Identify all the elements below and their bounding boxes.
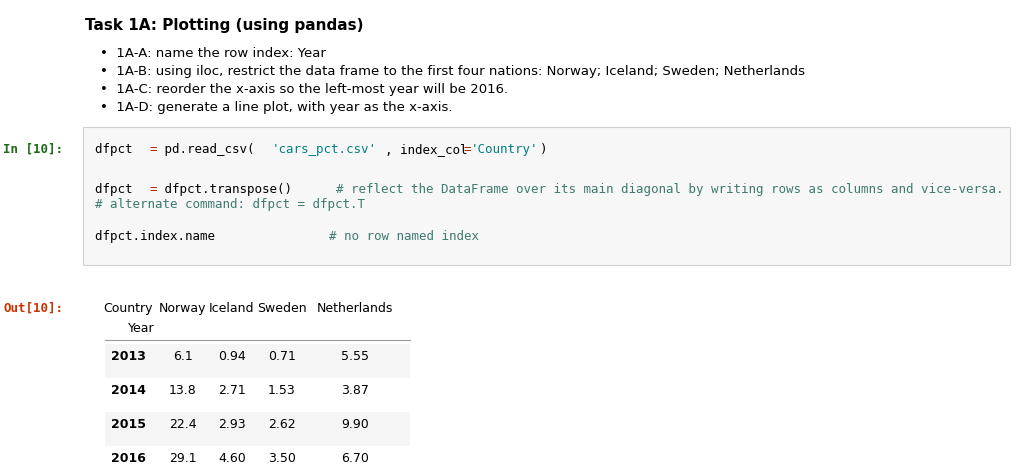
Text: 2.71: 2.71: [218, 384, 246, 397]
Text: 2014: 2014: [111, 384, 145, 397]
Text: Sweden: Sweden: [257, 302, 307, 315]
Text: 0.94: 0.94: [218, 350, 246, 363]
Text: dfpct.index.name: dfpct.index.name: [95, 230, 319, 243]
Text: 2.62: 2.62: [268, 418, 296, 431]
Text: =: =: [150, 183, 157, 196]
Text: # reflect the DataFrame over its main diagonal by writing rows as columns and vi: # reflect the DataFrame over its main di…: [336, 183, 1004, 196]
Text: 3.87: 3.87: [341, 384, 369, 397]
Text: 5.55: 5.55: [341, 350, 369, 363]
Text: 6.1: 6.1: [173, 350, 193, 363]
Text: dfpct: dfpct: [95, 143, 140, 156]
Text: 4.60: 4.60: [218, 452, 246, 465]
Text: , index_col: , index_col: [385, 143, 468, 156]
Text: 13.8: 13.8: [169, 384, 197, 397]
Text: Task 1A: Plotting (using pandas): Task 1A: Plotting (using pandas): [85, 18, 364, 33]
Text: 1.53: 1.53: [268, 384, 296, 397]
Text: dfpct: dfpct: [95, 183, 140, 196]
Text: 0.71: 0.71: [268, 350, 296, 363]
Text: Netherlands: Netherlands: [316, 302, 393, 315]
Text: In [10]:: In [10]:: [3, 143, 63, 156]
Text: 2015: 2015: [111, 418, 145, 431]
Text: # no row named index: # no row named index: [329, 230, 479, 243]
Text: Country: Country: [103, 302, 153, 315]
Text: =: =: [150, 143, 157, 156]
Text: •  1A-C: reorder the x-axis so the left-most year will be 2016.: • 1A-C: reorder the x-axis so the left-m…: [100, 83, 508, 96]
Text: 22.4: 22.4: [169, 418, 197, 431]
Text: •  1A-A: name the row index: Year: • 1A-A: name the row index: Year: [100, 47, 326, 60]
Text: Out[10]:: Out[10]:: [3, 302, 63, 315]
Text: 2.93: 2.93: [218, 418, 246, 431]
Text: ): ): [540, 143, 548, 156]
FancyBboxPatch shape: [83, 127, 1010, 265]
Text: 6.70: 6.70: [341, 452, 369, 465]
Text: Year: Year: [128, 322, 155, 335]
Text: 9.90: 9.90: [341, 418, 369, 431]
Text: pd.read_csv(: pd.read_csv(: [157, 143, 255, 156]
Text: Norway: Norway: [160, 302, 207, 315]
Text: # alternate command: dfpct = dfpct.T: # alternate command: dfpct = dfpct.T: [95, 198, 365, 211]
Text: •  1A-D: generate a line plot, with year as the x-axis.: • 1A-D: generate a line plot, with year …: [100, 101, 453, 114]
Text: 3.50: 3.50: [268, 452, 296, 465]
Text: =: =: [463, 143, 470, 156]
Text: •  1A-B: using iloc, restrict the data frame to the first four nations: Norway; : • 1A-B: using iloc, restrict the data fr…: [100, 65, 805, 78]
Text: 2016: 2016: [111, 452, 145, 465]
Text: Iceland: Iceland: [209, 302, 255, 315]
Text: 29.1: 29.1: [169, 452, 197, 465]
Text: 2013: 2013: [111, 350, 145, 363]
Text: 'Country': 'Country': [471, 143, 539, 156]
Text: dfpct.transpose(): dfpct.transpose(): [157, 183, 314, 196]
Text: 'cars_pct.csv': 'cars_pct.csv': [272, 143, 377, 156]
